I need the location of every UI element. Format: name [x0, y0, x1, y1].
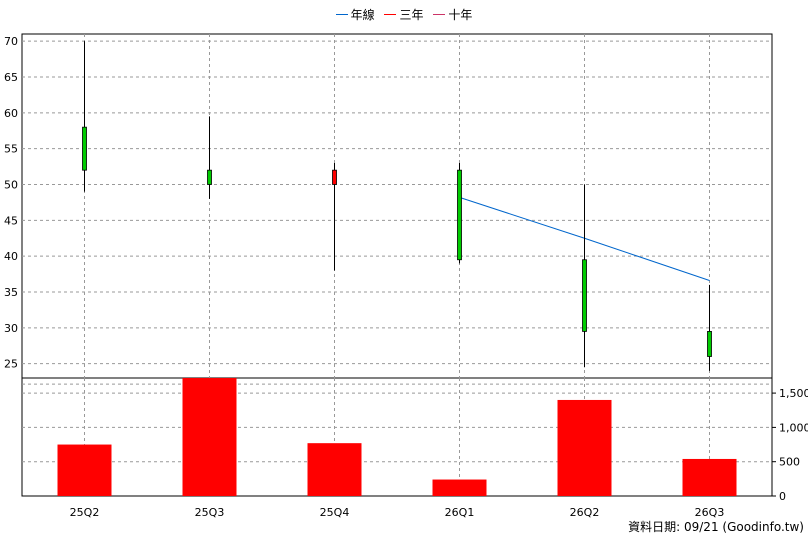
volume-bar — [57, 444, 112, 496]
price-tick-label: 70 — [4, 35, 18, 48]
price-tick-label: 25 — [4, 358, 18, 371]
legend-item-three-year: 三年 — [384, 6, 424, 23]
legend-swatch-year-line — [335, 14, 348, 15]
legend-item-ten-year: 十年 — [433, 6, 472, 23]
data-date-footer: 資料日期: 09/21 (Goodinfo.tw) — [628, 520, 804, 534]
x-tick-label: 25Q4 — [320, 506, 350, 519]
legend-label-year-line: 年線 — [350, 8, 375, 22]
price-tick-label: 40 — [4, 250, 18, 263]
price-tick-label: 35 — [4, 286, 18, 299]
volume-tick-label: 500 — [779, 456, 800, 469]
price-tick-label: 45 — [4, 214, 18, 227]
candle-body — [582, 259, 587, 332]
volume-bar — [307, 443, 362, 496]
candle-body — [332, 169, 337, 185]
volume-bar — [182, 378, 237, 496]
legend-swatch-ten-year — [433, 14, 446, 15]
legend-swatch-three-year — [384, 14, 397, 15]
volume-bar — [682, 458, 737, 496]
x-tick-label: 26Q3 — [695, 506, 725, 519]
volume-tick-label: 1,000 — [779, 421, 808, 434]
legend-item-year-line: 年線 — [335, 6, 375, 23]
price-tick-label: 30 — [4, 322, 18, 335]
legend-label-ten-year: 十年 — [448, 8, 473, 22]
volume-plot-frame — [21, 377, 773, 497]
volume-tick-label: 1,500 — [779, 387, 808, 400]
x-tick-label: 25Q3 — [195, 506, 225, 519]
chart-legend: 年線 三年 十年 — [0, 4, 808, 23]
price-tick-label: 50 — [4, 179, 18, 192]
volume-bar — [557, 399, 612, 496]
price-plot-frame — [21, 33, 773, 379]
price-tick-label: 55 — [4, 143, 18, 156]
volume-tick-label: 0 — [779, 490, 786, 503]
legend-label-three-year: 三年 — [399, 8, 424, 22]
candle-body — [207, 169, 212, 185]
candle-body — [707, 331, 712, 357]
volume-bar — [432, 479, 487, 496]
price-tick-label: 65 — [4, 71, 18, 84]
x-tick-label: 26Q1 — [445, 506, 475, 519]
x-tick-label: 25Q2 — [70, 506, 100, 519]
candle-body — [457, 169, 462, 261]
x-tick-label: 26Q2 — [570, 506, 600, 519]
candle-body — [82, 126, 87, 171]
price-tick-label: 60 — [4, 107, 18, 120]
